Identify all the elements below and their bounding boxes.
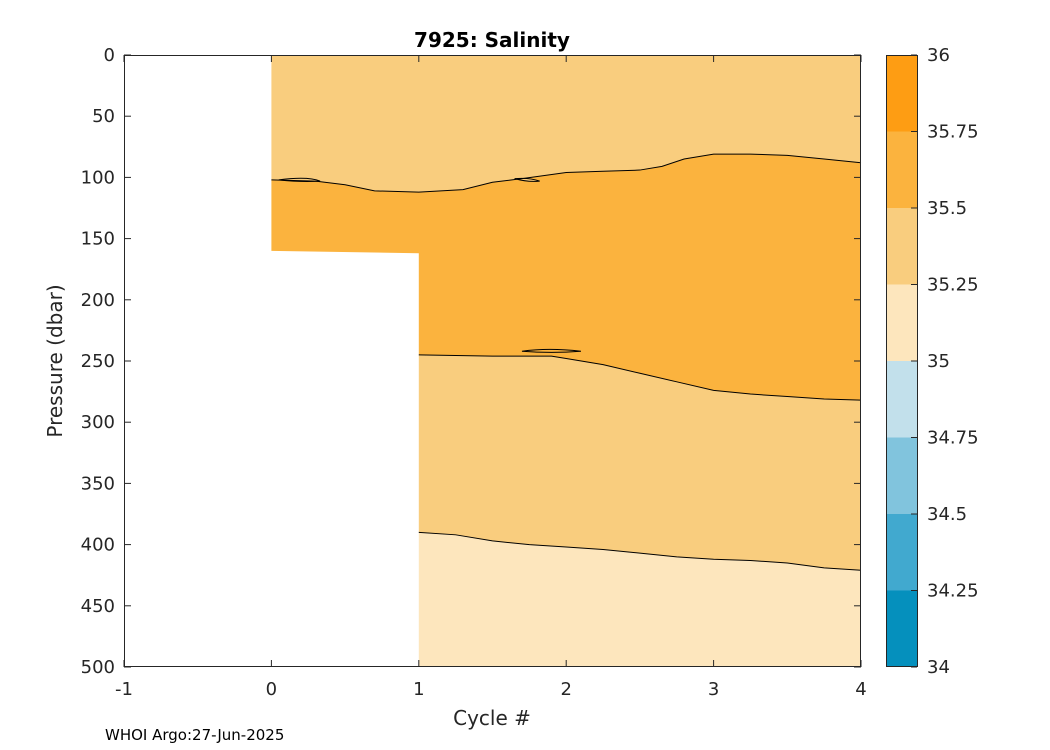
x-tick-label: -1: [115, 679, 133, 700]
y-tick-label: 50: [92, 106, 115, 127]
colorbar-frame: [886, 55, 918, 667]
x-tick-label: 2: [560, 679, 571, 700]
colorbar-segment: [886, 514, 917, 591]
colorbar-segment: [886, 361, 917, 438]
x-tick-label: 4: [855, 679, 866, 700]
colorbar-label: 35.5: [927, 198, 967, 219]
x-tick-label: 3: [708, 679, 719, 700]
x-axis: -1 0 1 2 3 4: [115, 55, 867, 700]
colorbar-segment: [886, 437, 917, 514]
y-axis: 0 50 100 150 200 250 300 350 400 450 500: [81, 45, 861, 678]
colorbar-label: 35.75: [927, 122, 979, 143]
colorbar-label: 34.25: [927, 581, 979, 602]
y-tick-label: 500: [81, 657, 115, 678]
colorbar-label: 34: [927, 657, 950, 678]
y-tick-label: 300: [81, 412, 115, 433]
fill-band-intermediate-layer: [418, 354, 861, 571]
x-tick-label: 1: [413, 679, 424, 700]
colorbar-label: 35.25: [927, 275, 979, 296]
y-tick-label: 200: [81, 290, 115, 311]
y-tick-label: 450: [81, 596, 115, 617]
fill-band-deep-layer: [418, 532, 861, 667]
y-tick-label: 250: [81, 351, 115, 372]
chart-title: 7925: Salinity: [414, 28, 570, 52]
fill-band-core-layer: [271, 154, 861, 401]
colorbar-segment: [886, 590, 917, 667]
x-axis-label: Cycle #: [453, 706, 531, 730]
contour-line: [418, 354, 862, 401]
y-tick-label: 350: [81, 473, 115, 494]
y-tick-label: 150: [81, 229, 115, 250]
contour-fills: [271, 55, 861, 667]
contour-patch: [521, 348, 581, 353]
contour-lines: [271, 153, 862, 571]
y-axis-label: Pressure (dbar): [43, 284, 67, 437]
colorbar-segment: [886, 131, 917, 208]
x-tick-label: 0: [266, 679, 277, 700]
y-tick-label: 0: [104, 45, 115, 66]
colorbar: 34 34.25 34.5 34.75 35 35.25 35.5 35.75 36: [886, 45, 979, 678]
y-tick-label: 400: [81, 535, 115, 556]
colorbar-label: 34.75: [927, 428, 979, 449]
contour-line: [418, 531, 862, 571]
colorbar-label: 36: [927, 45, 950, 66]
colorbar-segment: [886, 55, 917, 132]
colorbar-segment: [886, 284, 917, 361]
contour-line: [271, 153, 862, 193]
colorbar-label: 34.5: [927, 504, 967, 525]
fill-band-upper-layer: [271, 55, 861, 193]
colorbar-label: 35: [927, 351, 950, 372]
credit-text: WHOI Argo:27-Jun-2025: [105, 726, 285, 744]
y-tick-label: 100: [81, 167, 115, 188]
colorbar-segment: [886, 208, 917, 285]
